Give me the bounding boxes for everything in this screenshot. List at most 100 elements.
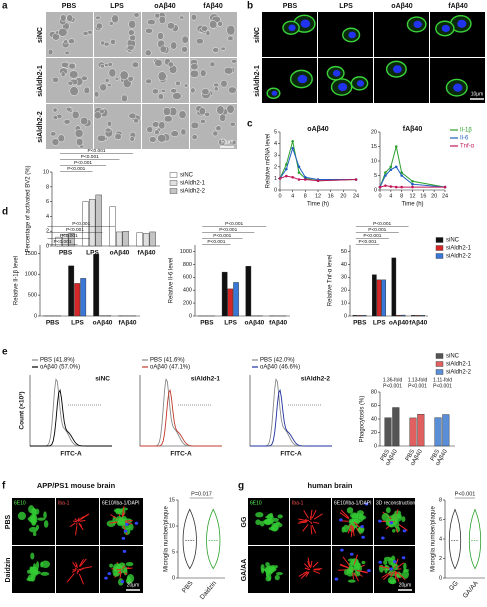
cell	[265, 576, 271, 582]
annotation: P<0.001	[67, 166, 85, 172]
bar	[143, 233, 150, 247]
point	[411, 182, 414, 186]
cell	[17, 511, 26, 521]
cell	[107, 62, 113, 67]
x-tick-label: LPS	[71, 320, 84, 327]
bar	[74, 283, 81, 317]
cell	[28, 526, 38, 533]
cell	[80, 116, 89, 126]
bar	[391, 257, 397, 317]
process	[303, 563, 309, 569]
cell	[393, 65, 402, 74]
cell	[223, 66, 234, 75]
process	[340, 564, 350, 569]
x-tick-label: 24	[442, 193, 448, 199]
series-line	[279, 146, 356, 181]
cell	[57, 134, 65, 143]
y-tick-label: 0	[46, 243, 49, 249]
violin	[468, 508, 482, 570]
y-tick-label: 800	[183, 262, 192, 268]
y-tick-label: 0	[374, 187, 377, 193]
legend-label: PBS (41.6%)	[150, 358, 185, 364]
cell	[120, 565, 128, 574]
cell	[229, 121, 236, 127]
cell	[121, 507, 129, 511]
y-axis-label: Relative Il-6 level	[169, 258, 175, 304]
legend-swatch	[435, 361, 444, 367]
legend-swatch	[169, 180, 178, 186]
cell	[37, 517, 46, 521]
cell	[190, 63, 199, 71]
x-tick-label: GG	[448, 580, 460, 592]
point	[354, 178, 358, 181]
y-tick-label: 8	[439, 497, 442, 503]
cell	[346, 507, 354, 514]
cell	[71, 110, 80, 120]
process	[124, 519, 133, 522]
annotation: P=0.017	[191, 491, 212, 497]
cell	[95, 15, 101, 20]
histogram-curve	[250, 388, 332, 447]
x-tick-label: fAβ40	[269, 320, 287, 327]
cell	[265, 562, 270, 567]
cell	[93, 91, 100, 98]
bar	[417, 414, 425, 447]
legend-label: Il-1β	[460, 128, 472, 134]
cell	[131, 61, 139, 68]
legend-swatch	[435, 369, 444, 375]
process	[79, 520, 86, 522]
channel-label: 6E10	[14, 500, 26, 506]
cell	[63, 39, 69, 45]
process	[78, 559, 84, 567]
annotation: P<0.001	[368, 227, 386, 233]
panel-title: human brain	[307, 481, 352, 490]
legend-label: oAβ40 (57.0%)	[40, 365, 80, 371]
process	[66, 573, 75, 583]
cell	[396, 572, 403, 579]
x-tick-label: fAβ40	[409, 320, 427, 327]
annotation: P<0.001	[219, 227, 237, 233]
x-tick-label: 8	[304, 193, 307, 199]
micrograph	[56, 498, 99, 545]
cell	[157, 71, 167, 82]
cell	[200, 69, 207, 77]
row-label: siAldh2-1	[37, 65, 44, 97]
bar	[411, 315, 416, 317]
cell	[170, 41, 178, 50]
process	[397, 572, 406, 581]
annotation: P<0.001	[373, 221, 391, 227]
annotation: P<0.001	[363, 233, 381, 239]
y-tick-label: 4	[274, 141, 277, 147]
point	[304, 175, 307, 179]
bar	[245, 266, 252, 317]
cell	[134, 521, 139, 525]
cell	[198, 107, 206, 116]
cell	[351, 513, 359, 521]
cell	[403, 562, 407, 571]
cell	[338, 82, 348, 92]
cell	[128, 19, 137, 29]
process	[81, 566, 93, 570]
point	[285, 167, 288, 171]
y-tick-label: 50	[341, 249, 347, 255]
cell	[98, 108, 105, 114]
x-tick-label: 24	[353, 193, 359, 199]
process	[353, 572, 360, 582]
panel-letter: d	[2, 207, 8, 218]
bar	[352, 315, 358, 317]
cell	[172, 92, 182, 100]
plot-label: siNC	[95, 376, 110, 383]
column-label: fAβ40	[448, 3, 468, 10]
bar	[55, 236, 62, 247]
process	[312, 561, 319, 568]
cell	[146, 126, 154, 133]
cell	[104, 127, 112, 133]
y-tick-label: 4	[439, 536, 442, 542]
cell	[227, 35, 234, 42]
y-tick-label: 1500	[25, 251, 37, 257]
x-tick-label: 16	[328, 193, 334, 199]
y-tick-label: 2	[46, 229, 49, 235]
process	[310, 525, 313, 535]
cell	[413, 20, 422, 29]
y-tick-label: 0	[374, 443, 377, 449]
